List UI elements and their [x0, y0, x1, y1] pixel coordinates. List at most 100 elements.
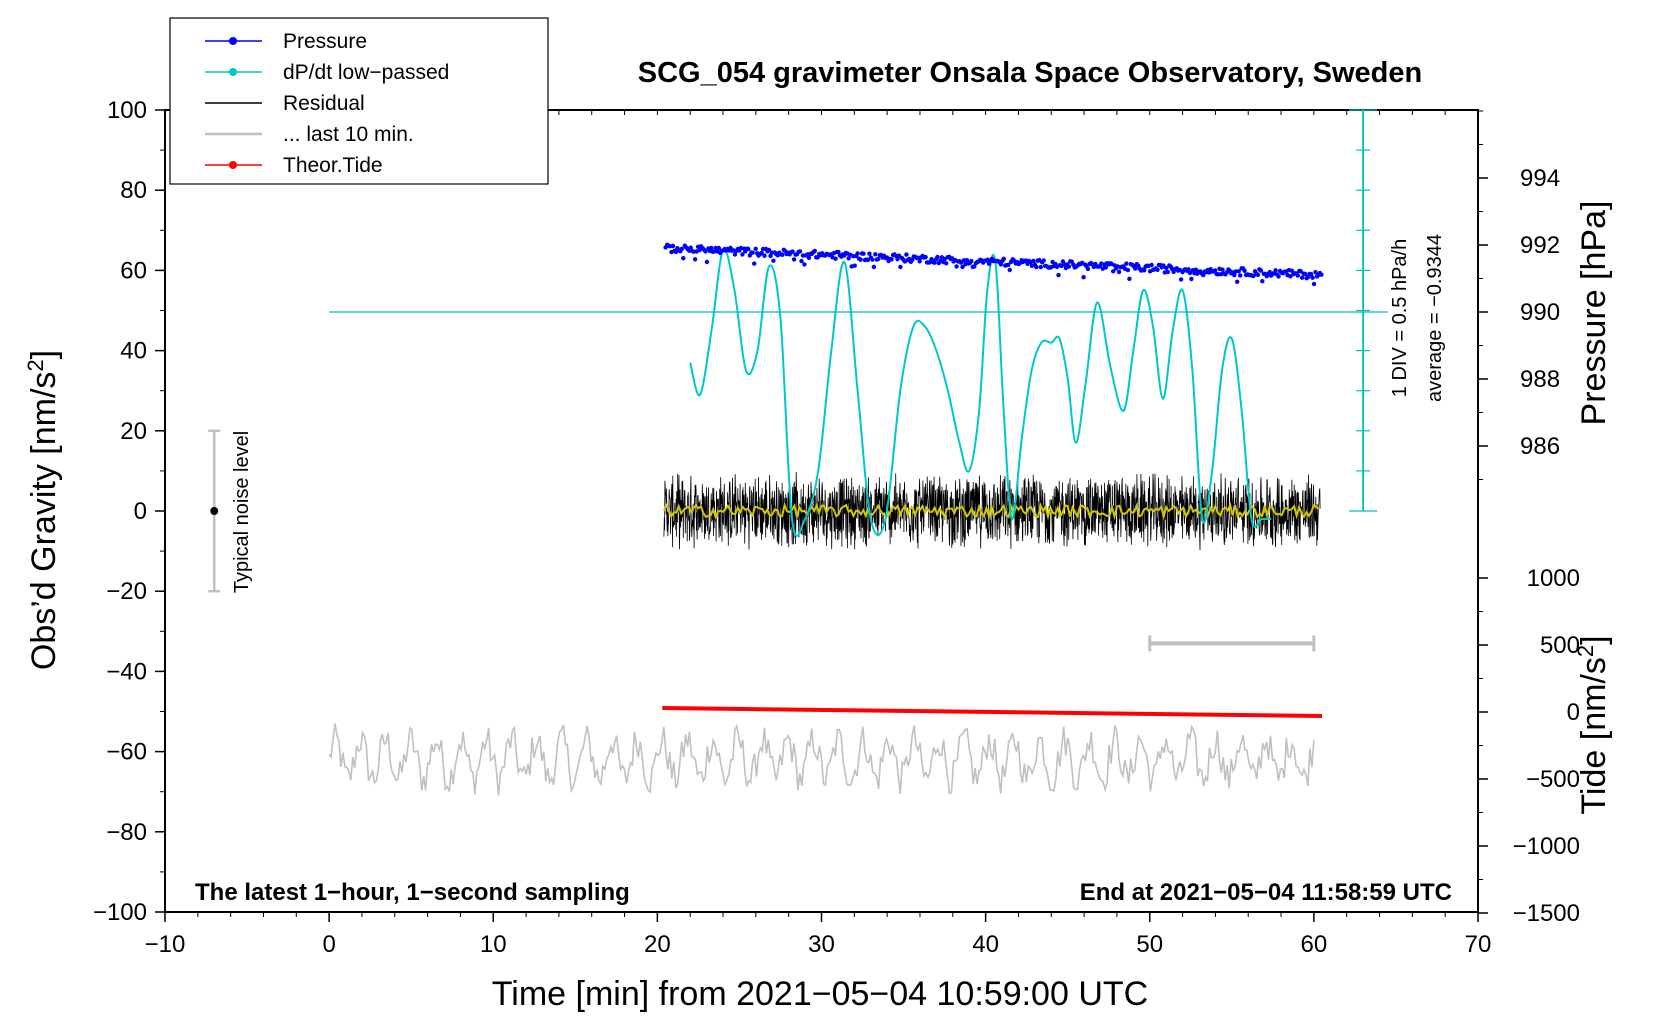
pressure-point [1124, 261, 1129, 266]
annotations-layer [208, 109, 1378, 652]
x-tick-label: 30 [808, 931, 835, 958]
pressure-point [1164, 265, 1169, 271]
pressure-point [692, 257, 698, 262]
pressure-point [1303, 271, 1308, 277]
chart-title: SCG_054 gravimeter Onsala Space Observat… [638, 57, 1422, 89]
end-time-note: End at 2021−05−04 11:58:59 UTC [1080, 879, 1452, 906]
legend-label: Pressure [283, 30, 367, 53]
pressure-point [944, 261, 949, 266]
legend-label: Theor.Tide [283, 154, 383, 177]
pressure-point [1103, 265, 1109, 270]
y-tick-label: −40 [106, 658, 147, 685]
legend-label: Residual [283, 92, 365, 115]
pressure-point [791, 257, 797, 262]
pressure-point [1201, 272, 1206, 278]
tide-tick-label: −1500 [1513, 900, 1580, 927]
theor-tide-line [662, 705, 1323, 719]
pressure-point [1276, 274, 1281, 279]
pressure-point [799, 258, 804, 264]
pressure-point [1007, 267, 1012, 273]
pressure-point [870, 257, 875, 262]
pressure-point [964, 258, 970, 263]
x-tick-label: 20 [644, 931, 671, 958]
tide-tick-label: 0 [1567, 699, 1580, 726]
pressure-point [752, 261, 757, 266]
pressure-point [1186, 267, 1191, 272]
pressure-point [1298, 269, 1303, 274]
x-tick-label: 60 [1301, 931, 1328, 958]
pressure-point [716, 245, 721, 251]
legend: Pressure dP/dt low−passed Residual ... last… [169, 17, 549, 185]
axis-ticks: −10 0 10 20 30 40 50 60 70−100−80−60−40−20020406… [93, 97, 1580, 958]
div-label: 1 DIV = 0.5 hPa/h [1389, 239, 1411, 397]
y-tick-label: 80 [120, 177, 147, 204]
tide-tick-label: 500 [1540, 632, 1580, 659]
pressure-point [1066, 264, 1072, 269]
pressure-point [846, 256, 851, 261]
pressure-point [1085, 266, 1091, 272]
pressure-point [759, 250, 764, 256]
pressure-point [873, 252, 878, 257]
pressure-point [1178, 277, 1184, 282]
pressure-point [865, 257, 871, 263]
pressure-point [1311, 281, 1317, 287]
pressure-tick-label: 992 [1520, 232, 1560, 259]
pressure-point [1260, 279, 1265, 284]
pressure-point [969, 258, 974, 264]
pressure-point [1235, 279, 1240, 284]
pressure-point [802, 262, 807, 267]
pressure-point [960, 264, 965, 270]
pressure-point [932, 260, 937, 265]
pressure-point [1236, 269, 1241, 274]
pressure-point [1165, 269, 1171, 275]
legend-marker [229, 37, 237, 45]
pressure-point [935, 254, 940, 260]
x-tick-label: 70 [1465, 931, 1492, 958]
y-tick-label: 20 [120, 418, 147, 445]
pressure-point [1295, 273, 1301, 278]
pressure-tick-label: 990 [1520, 299, 1560, 326]
y-axis-left-title: Obs’d Gravity [nm/s2] [23, 350, 64, 670]
pressure-point [679, 246, 684, 252]
pressure-point [861, 251, 866, 256]
pressure-point [753, 246, 758, 251]
y-tick-label: −60 [106, 739, 147, 766]
legend-label: dP/dt low−passed [283, 61, 449, 84]
pressure-point [704, 259, 710, 265]
pressure-tick-label: 994 [1520, 165, 1560, 192]
pressure-point [812, 248, 817, 254]
y-tick-label: 60 [120, 257, 147, 284]
pressure-point [780, 252, 785, 257]
pressure-point [771, 258, 776, 263]
last-10-min-line [328, 723, 1315, 796]
pressure-point [750, 250, 755, 255]
pressure-point [833, 256, 838, 261]
pressure-point [1155, 267, 1160, 272]
pressure-point [855, 251, 860, 256]
x-tick-label: 0 [322, 931, 335, 958]
x-axis-title: Time [min] from 2021−05−04 10:59:00 UTC [492, 975, 1148, 1013]
pressure-point [1081, 275, 1086, 280]
pressure-point [1289, 268, 1295, 273]
pressure-point [732, 252, 738, 257]
pressure-point [670, 243, 676, 249]
pressure-point [1038, 264, 1044, 270]
pressure-point [1125, 267, 1131, 273]
pressure-point [1189, 276, 1194, 282]
residual-smoothed-line [662, 501, 1320, 521]
y-tick-label: −80 [106, 819, 147, 846]
pressure-point [1161, 263, 1166, 268]
pressure-point [904, 252, 909, 257]
pressure-point [1255, 272, 1261, 277]
legend-box [169, 17, 549, 185]
pressure-point [1116, 269, 1122, 275]
pressure-point [797, 249, 803, 254]
tide-tick-label: 1000 [1527, 565, 1580, 592]
pressure-point [1220, 267, 1225, 272]
pressure-point [898, 264, 903, 270]
pressure-point [703, 249, 708, 254]
pressure-point [958, 260, 964, 265]
dpdt-line [689, 248, 1272, 537]
pressure-point [1001, 256, 1006, 261]
